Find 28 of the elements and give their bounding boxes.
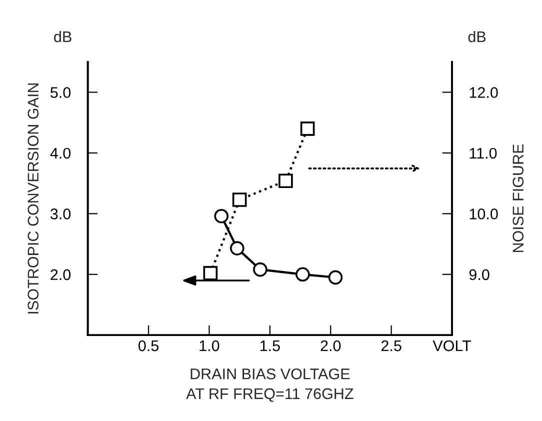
x-tick-label: VOLT <box>432 340 472 352</box>
text: dB <box>468 30 486 42</box>
point <box>230 241 244 256</box>
point <box>232 192 247 207</box>
y2-tick-label: 11.0 <box>470 148 497 159</box>
text: dB <box>54 30 72 42</box>
y2-tick-label: 12.0 <box>470 87 498 98</box>
y2-tick-label: 9.0 <box>469 269 490 280</box>
x-tick-label: 1.0 <box>200 340 220 352</box>
x-tick-label: 0.5 <box>138 340 158 352</box>
point <box>328 270 343 285</box>
y2-tick-label: 10.0 <box>470 208 498 220</box>
y2-axis-title: NOISE FIGURE <box>512 144 524 252</box>
point <box>278 174 293 188</box>
point <box>203 266 218 280</box>
x-axis-title: DRAIN BIAS VOLTAGE AT RF FREQ=11 76GHZ <box>186 368 354 402</box>
y-tick-label: 2.0 <box>50 269 71 280</box>
point <box>214 208 229 224</box>
x-tick-label: 1.5 <box>260 340 280 352</box>
y-tick-label: 5.0 <box>50 87 71 98</box>
y-tick-label: 3.0 <box>50 208 71 220</box>
point <box>253 262 268 277</box>
point <box>296 267 310 282</box>
x-tick-label: 2.5 <box>381 340 402 352</box>
y-axis-title: ISOTROPIC CONVERSION GAIN <box>28 83 39 314</box>
point <box>300 122 315 136</box>
y-tick-label: 4.0 <box>50 148 71 159</box>
x-tick-label: 2.0 <box>320 340 341 352</box>
